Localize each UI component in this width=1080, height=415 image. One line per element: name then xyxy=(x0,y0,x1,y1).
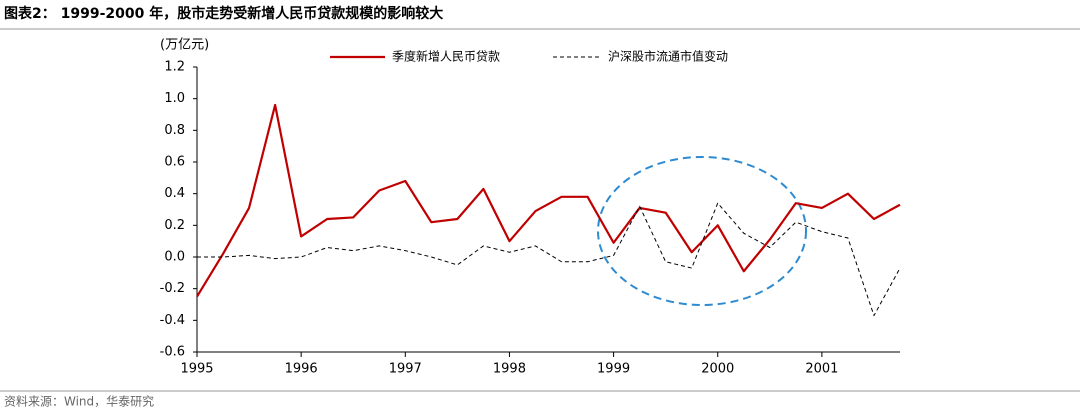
y-tick-label: 1.0 xyxy=(164,91,185,106)
y-tick-label: 1.2 xyxy=(164,60,185,75)
highlight-ellipse xyxy=(597,156,807,306)
y-tick-label: 0.8 xyxy=(164,123,185,138)
y-tick-label: 0.6 xyxy=(164,155,185,170)
x-tick-label: 1996 xyxy=(285,362,318,377)
y-tick-label: 0.4 xyxy=(164,186,185,201)
y-axis-label: (万亿元) xyxy=(160,38,209,53)
y-tick-label: -0.6 xyxy=(160,345,185,360)
x-tick-label: 1999 xyxy=(597,362,630,377)
y-tick-label: -0.4 xyxy=(160,313,185,328)
x-tick-label: 1998 xyxy=(493,362,526,377)
legend-label: 季度新增人民币贷款 xyxy=(392,49,500,64)
chart-title: 图表2： 1999-2000 年，股市走势受新增人民币贷款规模的影响较大 xyxy=(4,5,443,22)
x-tick-label: 1995 xyxy=(180,362,213,377)
y-tick-label: 0.2 xyxy=(164,218,185,233)
y-tick-label: -0.2 xyxy=(160,281,185,296)
series-line xyxy=(197,202,901,317)
y-tick-label: 0.0 xyxy=(164,250,185,265)
series-line xyxy=(196,103,901,298)
x-tick-label: 1997 xyxy=(389,362,422,377)
source-note: 资料来源：Wind，华泰研究 xyxy=(4,394,154,409)
x-tick-label: 2000 xyxy=(701,362,734,377)
legend-label: 沪深股市流通市值变动 xyxy=(608,49,728,64)
x-tick-label: 2001 xyxy=(805,362,838,377)
